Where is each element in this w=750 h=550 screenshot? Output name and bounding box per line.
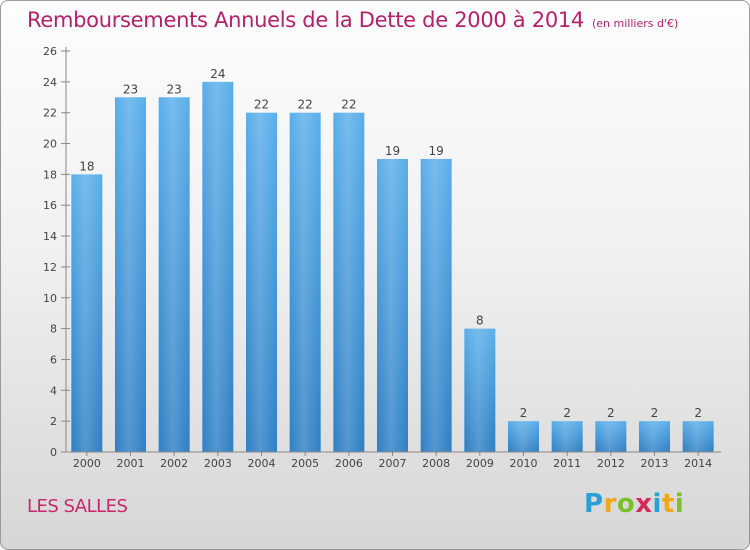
x-tick-label: 2001 (117, 457, 145, 470)
y-tick-label: 24 (43, 76, 57, 89)
x-tick-label: 2004 (248, 457, 276, 470)
data-label: 2 (651, 406, 659, 420)
x-tick-label: 2006 (335, 457, 363, 470)
y-tick-label: 8 (50, 323, 57, 336)
y-tick-label: 16 (43, 199, 57, 212)
bar-highlight (71, 174, 103, 452)
x-tick-label: 2011 (553, 457, 581, 470)
bar-highlight (639, 421, 670, 452)
x-tick-label: 2010 (510, 457, 538, 470)
data-label: 2 (563, 406, 571, 420)
data-label: 18 (79, 159, 94, 173)
logo-letter: r (603, 489, 617, 519)
data-label: 2 (520, 406, 528, 420)
data-label: 2 (607, 406, 615, 420)
x-tick-label: 2005 (291, 457, 319, 470)
y-tick-label: 18 (43, 168, 57, 181)
y-tick-label: 0 (50, 446, 57, 459)
x-tick-label: 2012 (597, 457, 625, 470)
bar-highlight (420, 158, 452, 452)
x-tick-label: 2014 (684, 457, 712, 470)
x-tick-label: 2003 (204, 457, 232, 470)
bar-highlight (682, 421, 714, 452)
logo-letter: P (584, 489, 604, 519)
data-label: 8 (476, 314, 484, 328)
logo-letter: i (652, 489, 662, 519)
y-tick-label: 6 (50, 353, 57, 366)
data-label: 22 (341, 98, 356, 112)
bar-highlight (289, 112, 321, 452)
y-tick-label: 14 (43, 230, 57, 243)
x-tick-label: 2007 (379, 457, 407, 470)
commune-name: LES SALLES (27, 496, 128, 517)
chart-subtitle: (en milliers d'€) (592, 17, 679, 30)
data-label: 23 (123, 82, 138, 96)
x-tick-label: 2002 (160, 457, 188, 470)
chart-title-text: Remboursements Annuels de la Dette de 20… (27, 8, 584, 32)
bar-highlight (595, 421, 627, 452)
y-tick-label: 4 (50, 384, 57, 397)
x-tick-label: 2009 (466, 457, 494, 470)
logo-letter: o (616, 489, 636, 519)
bar-highlight (158, 97, 190, 453)
y-tick-label: 22 (43, 107, 57, 120)
data-label: 19 (385, 144, 400, 158)
bar-highlight (508, 421, 539, 452)
y-tick-label: 20 (43, 138, 57, 151)
y-tick-label: 2 (50, 415, 57, 428)
logo-letter: t (661, 489, 675, 519)
x-tick-label: 2013 (641, 457, 669, 470)
proxiti-logo[interactable]: Proxiti (584, 489, 684, 519)
x-tick-label: 2000 (73, 457, 101, 470)
data-label: 24 (210, 67, 225, 81)
y-tick-label: 26 (43, 45, 57, 58)
data-label: 2 (694, 406, 702, 420)
bar-highlight (551, 421, 583, 452)
bar-highlight (377, 158, 408, 452)
y-tick-label: 12 (43, 261, 57, 274)
data-label: 19 (429, 144, 444, 158)
data-label: 23 (167, 82, 182, 96)
bar-highlight (333, 112, 365, 452)
bar-highlight (464, 328, 496, 452)
data-label: 22 (298, 98, 313, 112)
bar-highlight (246, 112, 277, 452)
axes-group: 2000 2001 2002 2003 2004 2005 2006 2007 2008 2009… (43, 45, 721, 470)
x-tick-label: 2008 (422, 457, 450, 470)
bar-highlight (115, 97, 146, 453)
data-label: 22 (254, 98, 269, 112)
chart-title: Remboursements Annuels de la Dette de 20… (27, 8, 678, 32)
logo-letter: i (674, 489, 685, 519)
bar-highlight (202, 81, 234, 452)
y-tick-label: 10 (43, 292, 57, 305)
logo-letter: x (635, 489, 653, 519)
